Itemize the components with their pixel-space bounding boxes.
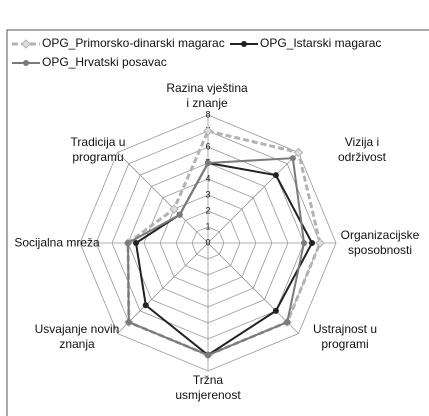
marker [176, 211, 183, 218]
marker [205, 160, 211, 166]
legend-label: OPG_Istarski magarac [260, 36, 382, 50]
series-line [126, 157, 306, 357]
legend-marker [21, 39, 31, 49]
category-label: Organizacijske sposobnosti [340, 228, 420, 257]
legend-label: OPG_Hrvatski posavac [42, 55, 167, 69]
marker [125, 319, 132, 326]
category-label: Usvajanje novih znanja [34, 322, 120, 351]
tick-label: 8 [205, 109, 210, 119]
marker [205, 352, 211, 358]
marker [203, 126, 213, 136]
legend-marker [241, 41, 247, 47]
series-line [126, 129, 322, 357]
spoke [117, 242, 209, 334]
category-label: Tradicija u programu [70, 135, 126, 164]
category-label: Razina vještina i znanje [166, 81, 248, 110]
marker [133, 240, 139, 246]
spoke [207, 152, 299, 244]
legend-label: OPG_Primorsko-dinarski magarac [42, 36, 225, 50]
legend-marker [23, 60, 29, 66]
tick-label: 1 [205, 221, 210, 231]
spoke [207, 242, 299, 334]
category-label: Vizija i održivost [337, 135, 387, 164]
marker [272, 172, 279, 179]
marker [301, 240, 307, 246]
category-label: Socijalna mreža [14, 235, 100, 250]
tick-label: 3 [205, 189, 210, 199]
tick-label: 6 [205, 141, 210, 151]
marker [293, 147, 304, 158]
frame [6, 29, 429, 416]
spoke [117, 152, 209, 244]
marker [289, 155, 296, 162]
tick-label: 0 [205, 237, 210, 247]
tick-label: 4 [205, 173, 210, 183]
marker [309, 240, 315, 246]
marker [125, 240, 131, 246]
category-label: Ustrajnost u programi [312, 322, 378, 351]
marker [284, 319, 291, 326]
category-label: Tržna usmjerenost [175, 373, 241, 402]
marker [169, 204, 179, 214]
marker [142, 302, 149, 309]
marker [272, 307, 279, 314]
tick-label: 2 [205, 205, 210, 215]
marker [315, 238, 325, 248]
